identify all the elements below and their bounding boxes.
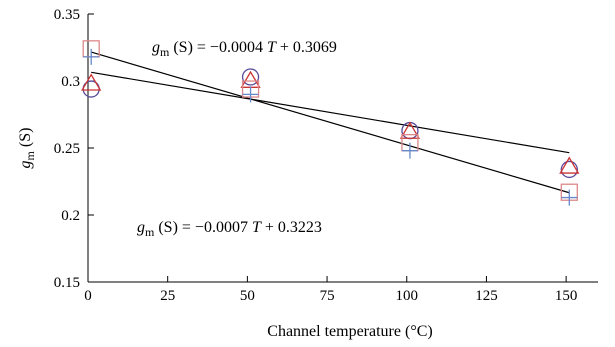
data-point-triangle bbox=[559, 156, 580, 174]
x-tick-label: 125 bbox=[475, 288, 498, 304]
x-axis-label: Channel temperature (°C) bbox=[267, 323, 432, 340]
fit-line-1 bbox=[91, 71, 570, 154]
y-tick-label: 0.2 bbox=[61, 208, 80, 224]
x-tick-label: 100 bbox=[396, 288, 419, 304]
data-point-triangle bbox=[399, 121, 421, 139]
data-point-triangle bbox=[81, 73, 102, 91]
fit-equation-upper: gm (S) = −0.0004 T + 0.3069 bbox=[152, 39, 337, 59]
x-tick-label: 25 bbox=[160, 288, 175, 304]
data-point-plus bbox=[401, 142, 418, 159]
x-tick-label: 75 bbox=[320, 288, 335, 304]
x-tick-label: 0 bbox=[84, 288, 92, 304]
data-point-circle bbox=[560, 160, 578, 179]
markers bbox=[81, 40, 580, 206]
y-tick-label: 0.25 bbox=[54, 141, 80, 157]
x-tick-label: 50 bbox=[240, 288, 255, 304]
y-tick-label: 0.15 bbox=[54, 275, 80, 291]
fit-lines bbox=[91, 51, 570, 194]
fit-equation-lower: gm (S) = −0.0007 T + 0.3223 bbox=[137, 219, 322, 239]
y-axis-label: gm (S) bbox=[17, 128, 37, 169]
x-tick-label: 150 bbox=[555, 288, 578, 304]
axes: 0 25 50 75 100 125 150 0.15 0.2 0.25 0.3 0.35 bbox=[54, 7, 598, 304]
data-point-circle bbox=[241, 68, 260, 86]
data-point-circle bbox=[401, 121, 419, 140]
fit-line-2 bbox=[91, 51, 570, 194]
data-point-plus bbox=[242, 86, 259, 103]
y-tick-label: 0.35 bbox=[54, 7, 80, 23]
data-point-plus bbox=[561, 189, 578, 206]
data-point-plus bbox=[83, 48, 100, 65]
y-tick-label: 0.3 bbox=[61, 74, 80, 90]
